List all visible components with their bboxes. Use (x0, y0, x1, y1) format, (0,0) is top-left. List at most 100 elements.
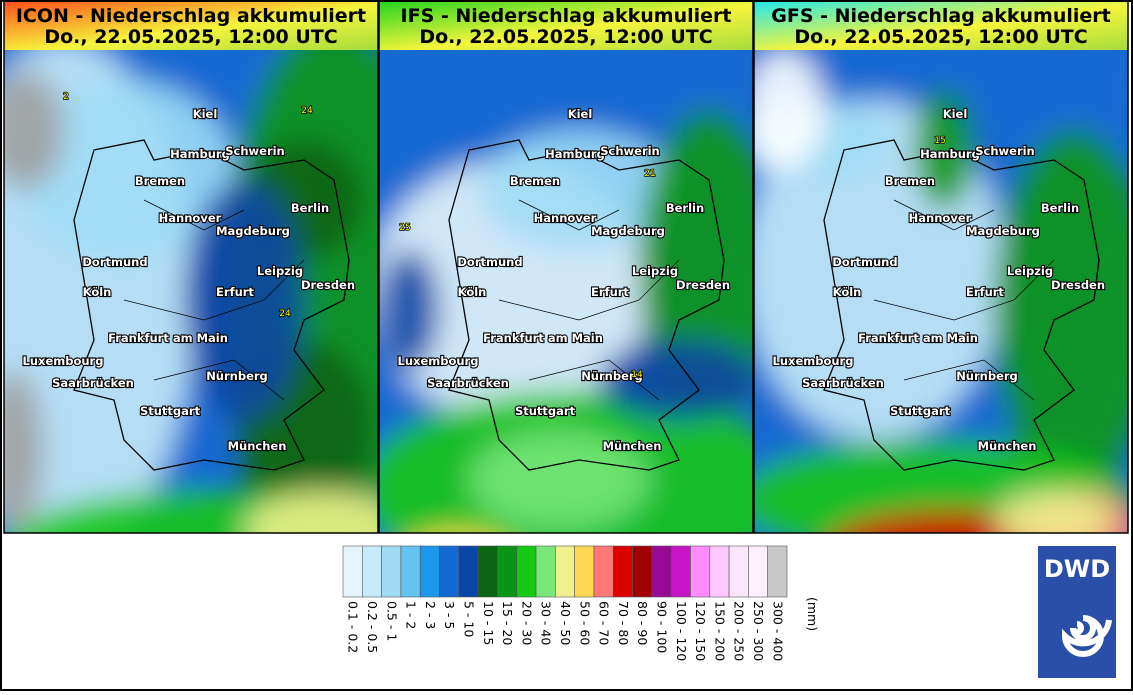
city-label: Dresden (301, 278, 355, 292)
precip-area (14, 80, 234, 260)
city-label: Bremen (510, 174, 560, 188)
precip-area (994, 490, 1114, 533)
city-label: Nürnberg (206, 369, 268, 383)
legend-label: 10 - 15 (481, 601, 496, 645)
city-label: Frankfurt am Main (483, 331, 603, 345)
legend-label: 2 - 3 (423, 601, 438, 629)
legend-swatch (555, 545, 575, 598)
city-label: Erfurt (966, 285, 1004, 299)
city-label: Leipzig (632, 264, 678, 278)
point-value: 21 (644, 169, 655, 179)
legend-swatch (574, 545, 595, 598)
legend-label: 3 - 5 (442, 601, 457, 629)
city-label: Leipzig (257, 264, 303, 278)
city-label: Luxembourg (398, 354, 479, 368)
precipitation-field (754, 50, 1128, 533)
city-label: München (603, 439, 662, 453)
city-label: Dortmund (457, 255, 522, 269)
city-label: Saarbrücken (52, 376, 134, 390)
logo-spiral (1061, 615, 1112, 657)
city-label: Leipzig (1007, 264, 1053, 278)
legend-swatch (748, 545, 768, 598)
precipitation-field (4, 50, 378, 533)
point-value: 24 (301, 106, 313, 116)
precip-area (994, 130, 1128, 490)
city-label: Luxembourg (23, 354, 104, 368)
legend-label: 40 - 50 (558, 601, 573, 645)
legend-swatch (651, 545, 672, 598)
panel-header (379, 0, 753, 50)
city-label: Köln (458, 285, 487, 299)
city-label: München (978, 439, 1037, 453)
city-label: Magdeburg (216, 224, 290, 238)
city-label: Dresden (1051, 278, 1105, 292)
panel-date: Do., 22.05.2025, 12:00 UTC (419, 26, 712, 48)
legend-label: 1 - 2 (404, 601, 419, 629)
dwd-logo: DWD (1038, 546, 1116, 678)
legend-label: 60 - 70 (597, 601, 612, 645)
precipitation-map (4, 50, 378, 533)
legend-swatch (419, 545, 440, 598)
city-label: Hannover (159, 211, 222, 225)
panel-frame (753, 0, 1129, 534)
legend-label: 15 - 20 (500, 601, 515, 645)
legend-label: 0.2 - 0.5 (365, 601, 380, 653)
precip-area (754, 50, 824, 170)
city-label: Dortmund (832, 255, 897, 269)
precip-area (184, 180, 304, 420)
panel-frame (3, 0, 379, 534)
city-label: Dortmund (82, 255, 147, 269)
point-value: 2 (63, 92, 69, 102)
legend-label: 100 - 120 (674, 601, 689, 661)
city-label: Berlin (666, 201, 704, 215)
precip-area (4, 70, 64, 190)
legend-swatch (516, 545, 537, 598)
country-border (823, 139, 1100, 471)
legend-swatch (612, 545, 633, 598)
city-label: Kiel (943, 107, 968, 121)
legend-label: 80 - 90 (635, 601, 650, 645)
city-label: Berlin (291, 201, 329, 215)
city-label: München (228, 439, 287, 453)
legend-swatch (458, 545, 479, 598)
city-label: Bremen (135, 174, 185, 188)
state-border (498, 199, 680, 401)
point-value: 24 (279, 309, 291, 319)
city-label: Schwerin (975, 144, 1035, 158)
legend-label: 70 - 80 (616, 601, 631, 645)
city-label: Berlin (1041, 201, 1079, 215)
panel-title: GFS - Niederschlag akkumuliert (771, 5, 1111, 27)
point-value: 25 (399, 223, 410, 233)
logo-text: DWD (1044, 555, 1110, 583)
city-label: Stuttgart (515, 404, 576, 418)
panel-date: Do., 22.05.2025, 12:00 UTC (44, 26, 337, 48)
legend-swatch (593, 545, 614, 598)
legend-swatch (767, 545, 788, 598)
city-label: Köln (833, 285, 862, 299)
legend-swatch (670, 545, 691, 598)
legend-label: 150 - 200 (712, 601, 727, 661)
legend-swatch (342, 545, 363, 598)
city-label: Saarbrücken (427, 376, 509, 390)
panel-date: Do., 22.05.2025, 12:00 UTC (794, 26, 1087, 48)
legend-swatch (362, 545, 382, 598)
legend-label: 300 - 400 (770, 601, 785, 661)
legend-swatch (381, 545, 402, 598)
city-label: Saarbrücken (802, 376, 884, 390)
city-label: Magdeburg (591, 224, 665, 238)
legend-swatch (400, 545, 421, 598)
precipitation-map (379, 50, 753, 533)
city-label: Bremen (885, 174, 935, 188)
state-border (123, 199, 305, 401)
legend-label: 0.5 - 1 (384, 601, 399, 641)
city-label: Dresden (676, 278, 730, 292)
legend-label: 120 - 150 (693, 601, 708, 661)
city-label: Nürnberg (956, 369, 1018, 383)
panel-header (4, 0, 378, 50)
city-label: Hannover (534, 211, 597, 225)
city-label: Hamburg (920, 147, 980, 161)
point-value: 15 (934, 136, 945, 146)
